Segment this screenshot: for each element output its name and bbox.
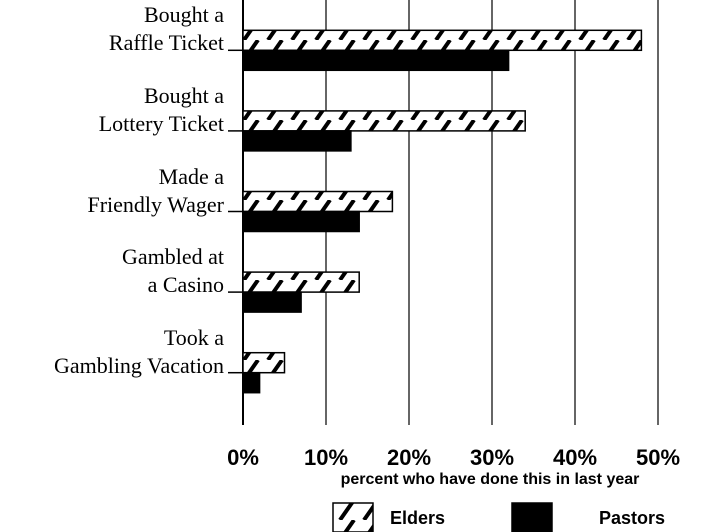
legend-label: Elders: [390, 508, 445, 528]
legend-swatch: [332, 502, 374, 532]
y-tick-label: Took a Gambling Vacation: [53, 324, 224, 378]
bar: [242, 271, 360, 293]
bar: [242, 29, 643, 52]
x-tick-label: 50%: [636, 445, 680, 470]
x-tick-label: 40%: [553, 445, 597, 470]
y-tick-label: Bought a Raffle Ticket: [108, 2, 224, 56]
bar: [242, 351, 286, 374]
y-tick-label: Gambled at a Casino: [121, 244, 224, 298]
x-axis-title: percent who have done this in last year: [341, 471, 640, 488]
x-tick-label: 20%: [387, 445, 431, 470]
bar: [242, 210, 360, 233]
x-tick-label: 30%: [470, 445, 514, 470]
bar: [242, 190, 394, 213]
bar: [242, 130, 352, 152]
x-tick-label: 0%: [227, 445, 259, 470]
bar: [242, 291, 302, 313]
y-tick-label: Bought a Lottery Ticket: [98, 82, 224, 136]
y-tick-label: Made a Friendly Wager: [87, 163, 224, 217]
bar: [242, 49, 510, 72]
x-tick-label: 10%: [304, 445, 348, 470]
bar: [242, 371, 261, 394]
bar: [242, 110, 526, 132]
legend-swatch: [511, 502, 553, 532]
legend-label: Pastors: [599, 508, 665, 528]
